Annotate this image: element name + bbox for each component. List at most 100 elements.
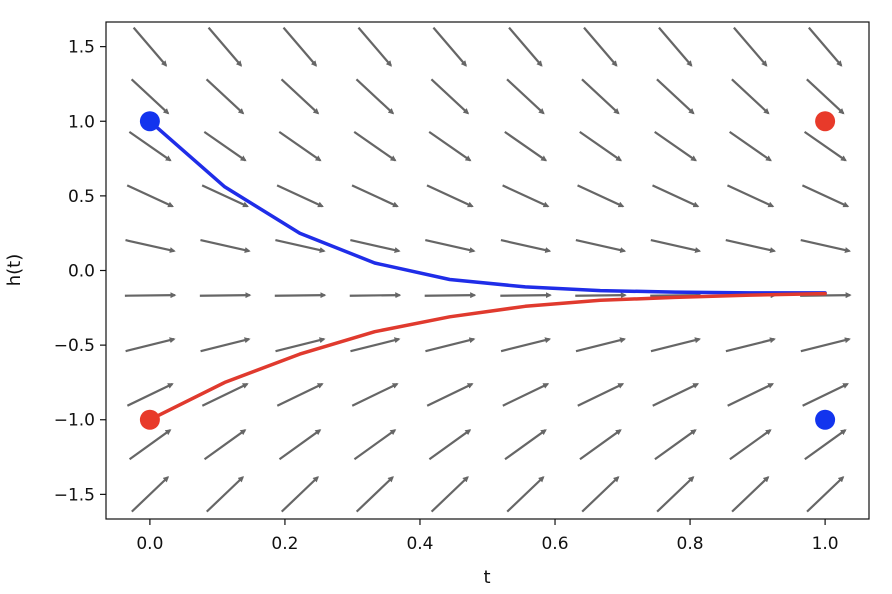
field-arrow-7-7 (652, 382, 700, 407)
field-arrow-4-1 (430, 78, 470, 115)
x-tick-label-2: 0.4 (406, 534, 433, 554)
field-arrow-4-7 (426, 382, 474, 407)
field-arrow-0-4 (125, 239, 176, 253)
field-arrow-1-9 (205, 476, 245, 513)
plot-area (106, 22, 869, 519)
y-tick-label-1: 1.0 (68, 112, 95, 132)
field-arrow-3-4 (350, 239, 401, 253)
field-arrow-6-1 (581, 78, 620, 115)
x-tick-label-4: 0.8 (677, 534, 704, 554)
y-tick-label-5: −1.0 (54, 411, 95, 431)
field-arrow-0-8 (128, 429, 172, 461)
field-arrow-6-2 (579, 131, 623, 162)
field-arrow-0-5 (124, 292, 177, 299)
x-axis-ticks: 0.0 0.2 0.4 0.6 0.8 1.0 (136, 519, 839, 554)
field-arrow-0-9 (131, 476, 170, 513)
field-arrow-8-3 (726, 184, 775, 208)
field-arrow-8-4 (725, 239, 777, 253)
y-axis-label: h(t) (4, 254, 25, 287)
field-arrow-3-6 (350, 337, 401, 353)
marker-red-end (815, 111, 836, 132)
x-tick-label-5: 1.0 (812, 534, 839, 554)
field-arrow-1-0 (207, 26, 243, 67)
field-arrow-4-8 (428, 429, 472, 461)
field-arrow-9-6 (800, 337, 851, 353)
field-arrow-2-2 (278, 131, 322, 162)
field-arrow-2-4 (275, 239, 326, 253)
field-arrow-0-1 (130, 78, 170, 115)
field-arrow-6-0 (583, 26, 618, 67)
field-arrow-5-6 (500, 337, 552, 353)
field-arrow-2-0 (282, 26, 318, 67)
field-arrow-3-0 (357, 26, 392, 67)
field-arrow-1-8 (203, 429, 247, 461)
series-group (148, 119, 827, 422)
field-arrow-3-5 (349, 292, 402, 299)
field-arrow-7-1 (656, 78, 695, 115)
y-tick-label-2: 0.5 (68, 187, 95, 207)
field-arrow-6-7 (577, 382, 625, 407)
marker-red-start (139, 409, 160, 430)
field-arrow-5-4 (500, 239, 552, 253)
field-arrow-7-6 (650, 337, 701, 353)
x-tick-label-3: 0.6 (541, 534, 568, 554)
field-arrow-6-4 (575, 239, 627, 253)
marker-group (139, 111, 836, 430)
vector-field (124, 26, 852, 513)
y-tick-label-4: −0.5 (54, 336, 95, 356)
field-arrow-9-7 (802, 382, 849, 407)
series-line-0 (148, 119, 827, 295)
field-arrow-8-2 (729, 131, 772, 162)
field-arrow-8-6 (725, 337, 776, 353)
field-arrow-9-0 (808, 26, 843, 67)
field-arrow-7-8 (654, 429, 697, 461)
series-line-1 (148, 291, 827, 422)
field-arrow-1-4 (200, 239, 251, 253)
field-arrow-2-7 (276, 382, 324, 407)
field-arrow-5-9 (506, 476, 545, 513)
field-arrow-0-2 (128, 131, 172, 162)
field-arrow-5-7 (502, 382, 550, 407)
field-arrow-3-9 (355, 476, 394, 513)
y-tick-label-0: 1.5 (68, 38, 95, 58)
field-arrow-0-0 (132, 26, 168, 67)
field-arrow-1-7 (201, 382, 249, 407)
field-arrow-4-0 (432, 26, 467, 67)
field-arrow-3-3 (351, 184, 399, 208)
field-arrow-3-1 (355, 78, 395, 115)
field-arrow-9-3 (801, 184, 850, 208)
field-arrow-0-7 (126, 382, 174, 407)
field-arrow-4-5 (424, 292, 477, 299)
y-axis-ticks: 1.5 1.0 0.5 0.0 −0.5 −1.0 −1.5 (54, 38, 106, 505)
field-arrow-0-6 (125, 337, 176, 353)
field-arrow-9-8 (804, 429, 847, 461)
field-arrow-6-8 (579, 429, 622, 461)
field-arrow-5-3 (502, 184, 550, 208)
field-arrow-7-3 (652, 184, 700, 208)
x-tick-label-1: 0.2 (271, 534, 298, 554)
field-arrow-4-4 (425, 239, 476, 253)
field-arrow-8-7 (727, 382, 775, 407)
field-arrow-7-0 (658, 26, 693, 67)
field-arrow-4-6 (425, 337, 476, 353)
x-tick-label-0: 0.0 (136, 534, 163, 554)
marker-blue-end (815, 409, 836, 430)
field-arrow-2-3 (276, 184, 324, 208)
field-arrow-5-1 (506, 78, 545, 115)
field-arrow-8-0 (733, 26, 768, 67)
field-arrow-1-5 (199, 292, 252, 299)
field-arrow-7-2 (654, 131, 697, 162)
field-arrow-2-9 (280, 476, 319, 513)
field-arrow-4-2 (428, 131, 472, 162)
field-arrow-7-9 (656, 476, 695, 513)
field-arrow-2-5 (274, 292, 327, 299)
field-arrow-9-1 (806, 78, 845, 115)
field-arrow-8-8 (729, 429, 772, 461)
field-arrow-5-8 (504, 429, 547, 461)
field-arrow-6-5 (575, 292, 627, 299)
field-arrow-9-2 (803, 131, 847, 162)
field-arrow-8-9 (731, 476, 770, 513)
field-arrow-7-4 (650, 239, 702, 253)
field-arrow-9-9 (806, 476, 845, 513)
